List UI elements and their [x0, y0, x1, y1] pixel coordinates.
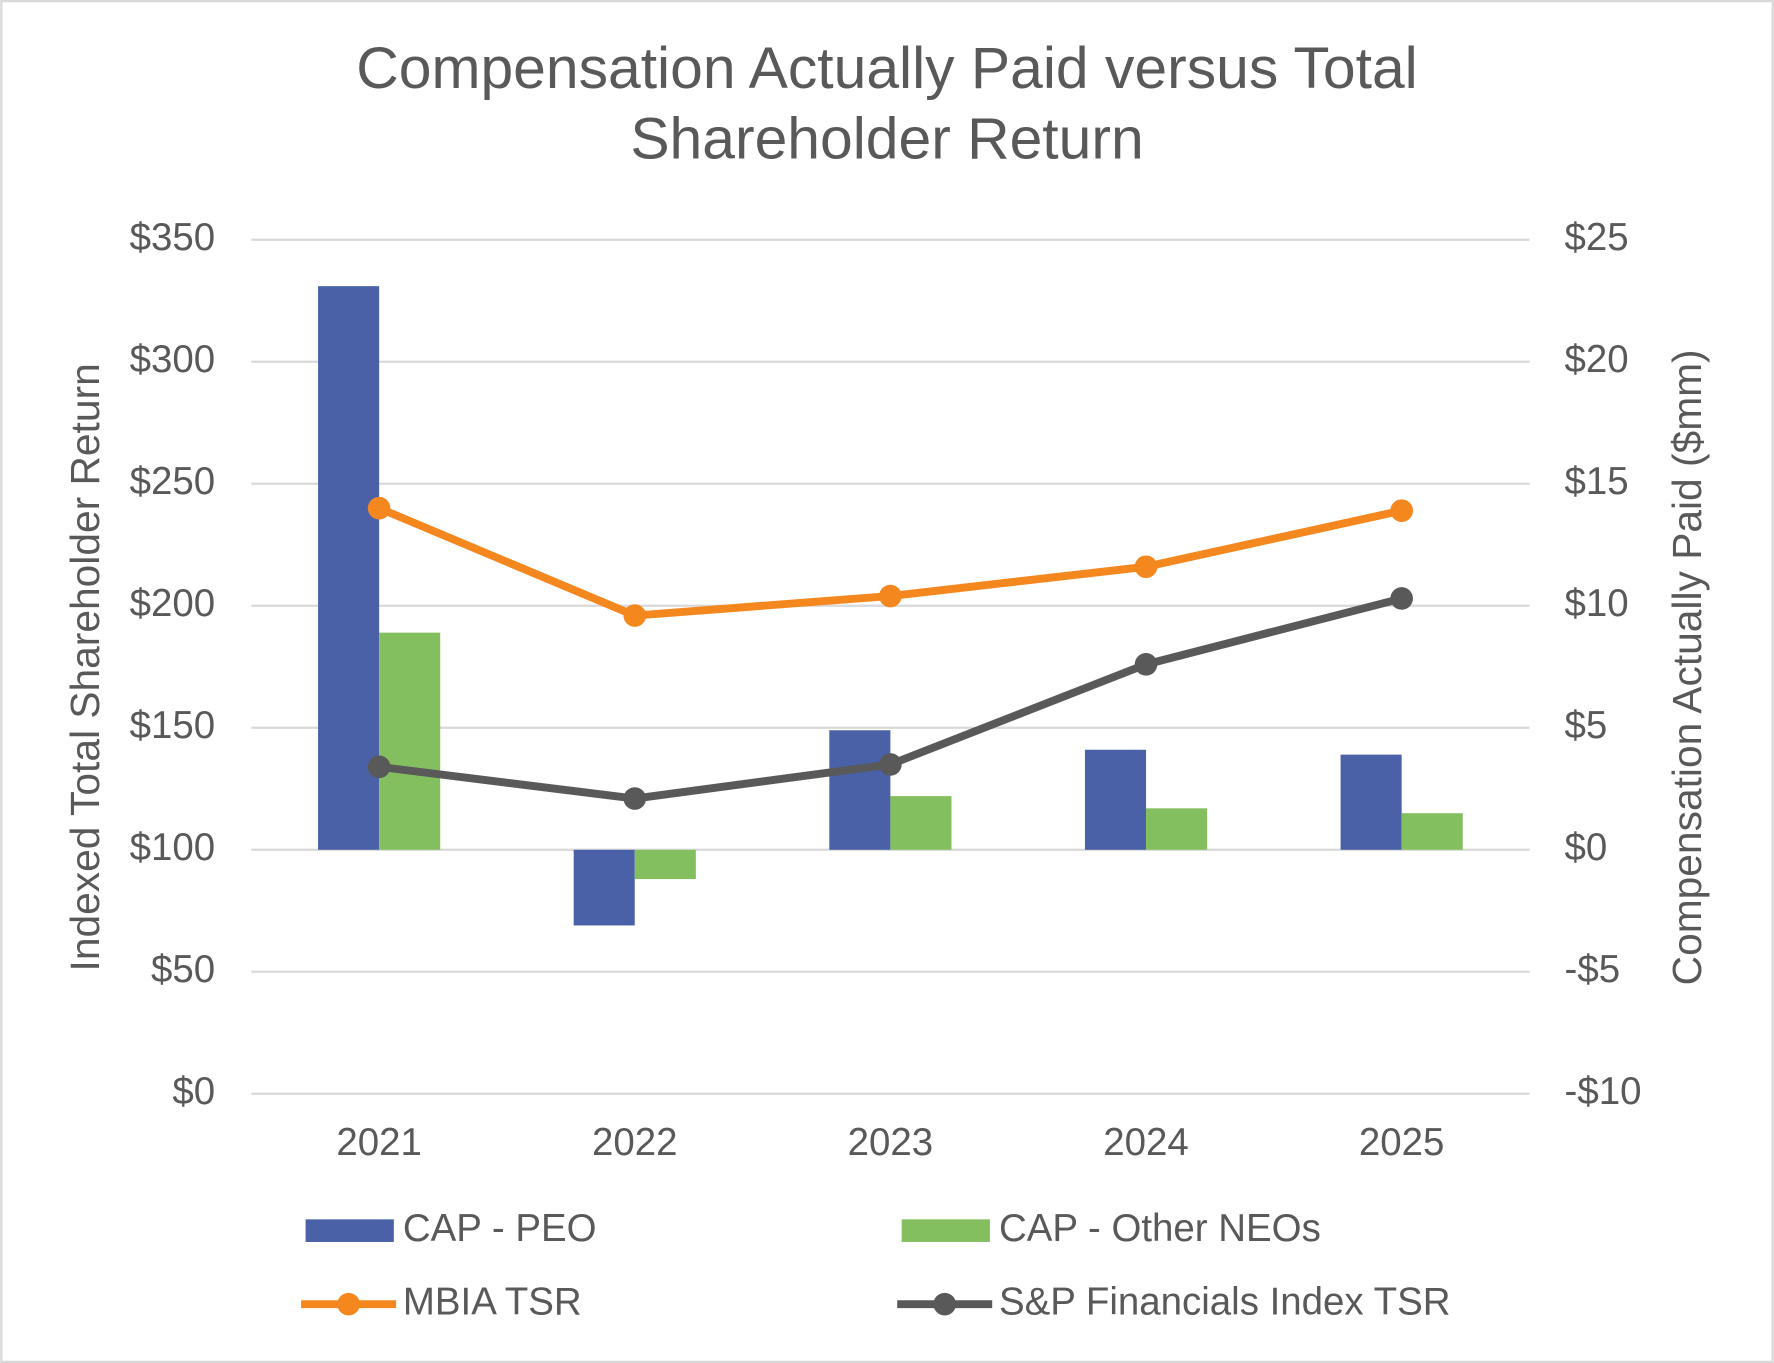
y2-tick-label: $0: [1565, 826, 1608, 869]
y2-tick-label: $20: [1565, 338, 1629, 381]
line-point: [1390, 499, 1413, 522]
y2-tick-label: $25: [1565, 216, 1629, 259]
bar: [634, 849, 696, 880]
y-tick-label: $250: [130, 460, 216, 503]
y-axis-label: Indexed Total Shareholder Return: [62, 363, 108, 971]
bar: [573, 849, 635, 926]
line-point: [879, 584, 902, 608]
line-point: [623, 787, 647, 810]
line-point: [1134, 555, 1158, 579]
x-tick-label: 2024: [1103, 1121, 1189, 1164]
y-tick-label: $200: [130, 582, 216, 625]
chart-title: Compensation Actually Paid versus Total …: [356, 36, 1418, 172]
line-point: [1390, 587, 1413, 610]
legend-swatch: [337, 1292, 360, 1316]
legend-label: CAP - PEO: [403, 1207, 597, 1250]
y-tick-label: $0: [172, 1070, 215, 1113]
bar: [1401, 813, 1463, 850]
title-box: Compensation Actually Paid versus Total …: [356, 36, 1418, 172]
y2-tick-label: $15: [1565, 460, 1629, 503]
y2-tick-label: -$10: [1565, 1070, 1642, 1113]
bar: [829, 730, 891, 850]
bar: [379, 632, 441, 850]
x-tick-label: 2021: [336, 1121, 422, 1164]
legend-swatch: [901, 1219, 990, 1242]
x-tick-label: 2025: [1359, 1121, 1445, 1164]
legend-swatch: [933, 1292, 956, 1316]
y2-tick-label: -$5: [1565, 948, 1621, 991]
y-tick-label: $300: [130, 338, 216, 381]
bar: [1340, 754, 1402, 850]
line-point: [879, 753, 902, 776]
x-tick-label: 2022: [592, 1121, 678, 1164]
y2-tick-label: $5: [1565, 704, 1608, 747]
legend-label: S&P Financials Index TSR: [999, 1280, 1451, 1323]
bar: [1084, 749, 1147, 850]
y2-axis-label: Compensation Actually Paid ($mm): [1664, 349, 1710, 985]
line-point: [367, 755, 391, 779]
legend-label: CAP - Other NEOs: [999, 1207, 1321, 1250]
bar: [318, 286, 380, 850]
y-tick-label: $50: [151, 948, 215, 991]
y-tick-label: $100: [130, 826, 216, 869]
legend-swatch: [305, 1219, 394, 1242]
bar: [1146, 808, 1208, 850]
line-point: [1134, 653, 1158, 676]
legend-label: MBIA TSR: [403, 1280, 582, 1323]
bar: [890, 796, 952, 850]
line-point: [623, 604, 647, 627]
y-tick-label: $350: [130, 216, 216, 259]
y-tick-label: $150: [130, 704, 216, 747]
y2-tick-label: $10: [1565, 582, 1629, 625]
line-point: [367, 496, 391, 520]
x-tick-label: 2023: [848, 1121, 934, 1164]
